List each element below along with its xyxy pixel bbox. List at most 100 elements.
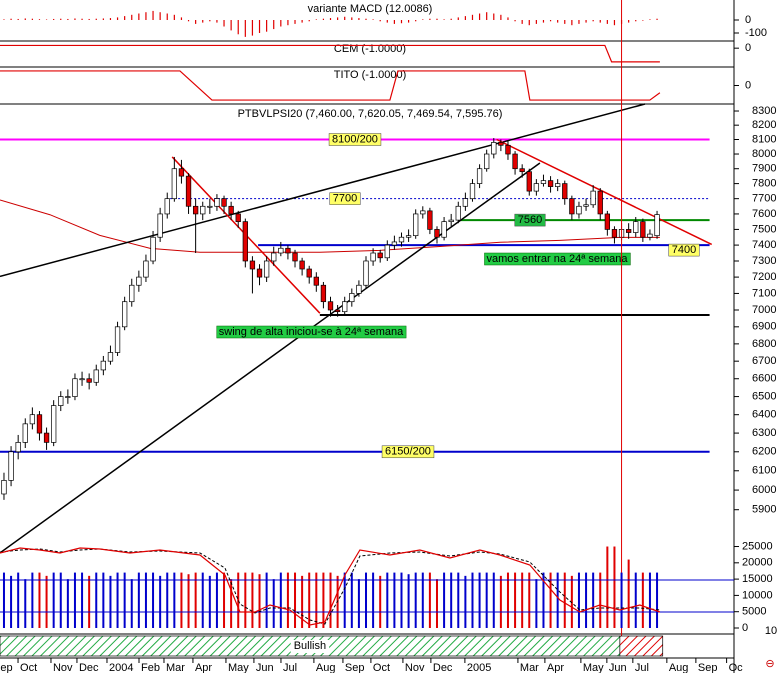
x-tick-label: Jun [609, 662, 627, 673]
macd-bar [528, 20, 530, 26]
level-label: 7700 [333, 193, 357, 205]
y-tick-label: 0 [745, 79, 751, 91]
candle-body [136, 276, 142, 286]
macd-bar [535, 20, 537, 24]
macd-bar [216, 20, 218, 23]
macd-bar [209, 20, 211, 22]
macd-bar [628, 20, 630, 23]
x-tick-label: Jul [283, 662, 297, 673]
volume-bar [81, 572, 84, 628]
volume-bar [116, 572, 119, 628]
trendline [0, 162, 541, 554]
candle-body [555, 183, 561, 187]
volume-bar [535, 579, 538, 628]
candle-body [292, 252, 298, 262]
volume-bar [485, 572, 488, 628]
macd-bar [258, 20, 261, 33]
volume-bar [641, 572, 644, 628]
candle-body [36, 414, 43, 434]
candle-body [626, 229, 632, 233]
y-tick-label: 5000 [742, 606, 766, 618]
panel-title: CEM (-1.0000) [334, 43, 406, 55]
volume-bar [10, 575, 13, 628]
volume-bar [45, 575, 48, 628]
macd-bar [486, 12, 488, 20]
volume-bar [656, 572, 659, 628]
macd-bar [195, 20, 197, 24]
panel-title: variante MACD (12.0086) [308, 3, 433, 15]
candle-body [15, 442, 21, 453]
volume-bar [585, 572, 588, 628]
level-label: 7400 [672, 244, 696, 256]
volume-bar [95, 572, 98, 628]
volume-bar [73, 572, 76, 628]
volume-bar [372, 572, 375, 628]
x-tick-label: Aug [669, 662, 689, 673]
candle-body [505, 144, 511, 155]
macd-bar [407, 20, 410, 23]
volume-bar [315, 572, 318, 628]
candle-body [469, 183, 476, 200]
y-tick-label: 5900 [752, 504, 776, 516]
x-tick-label: Feb [141, 662, 160, 673]
candle-body [79, 378, 85, 381]
candle-body [171, 168, 177, 200]
macd-bar [549, 20, 552, 22]
scale-label: 10 [765, 625, 777, 637]
candle-body [327, 301, 334, 311]
candle-body [306, 268, 312, 278]
volume-bar [173, 572, 176, 628]
volume-bar [215, 572, 218, 628]
volume-bar [308, 572, 311, 628]
candle-body [590, 190, 596, 206]
x-tick-label: Sep [0, 662, 13, 673]
candle-body [604, 213, 611, 230]
macd-bar [478, 13, 481, 20]
macd-bar [280, 20, 282, 27]
y-tick-label: 7500 [752, 223, 776, 235]
candle-body [242, 221, 248, 262]
level-label-box [329, 192, 361, 205]
volume-bar [634, 572, 637, 628]
volume-bar [357, 579, 360, 628]
y-tick-label: 10000 [742, 589, 773, 601]
volume-bar [421, 572, 424, 628]
candle-body [107, 352, 114, 362]
y-tick-label: 15000 [742, 573, 773, 585]
y-tick-label: 6100 [752, 465, 776, 477]
macd-bar [38, 19, 41, 20]
signal-segment [619, 635, 664, 657]
volume-bar [194, 572, 197, 628]
macd-bar [180, 17, 183, 20]
candle-body [583, 204, 589, 207]
volume-bar [577, 572, 580, 628]
macd-bar [294, 20, 296, 24]
y-tick-label: 7000 [752, 304, 776, 316]
volume-bar [478, 572, 481, 628]
candle-body [249, 260, 256, 270]
candle-body [498, 142, 504, 146]
trendline [496, 138, 713, 246]
candle-body [462, 198, 469, 207]
volume-bar [24, 579, 27, 628]
macd-bar [301, 20, 303, 23]
candle-body [51, 405, 57, 443]
volume-bar [400, 572, 403, 628]
level-label: 7560 [518, 214, 542, 226]
macd-bar [351, 17, 353, 20]
x-tick-label: Oct [20, 662, 37, 673]
volume-bar [294, 572, 297, 628]
y-tick-label: 6900 [752, 321, 776, 333]
macd-bar [31, 18, 33, 20]
volume-bar [620, 572, 623, 628]
y-tick-label: -100 [745, 27, 767, 39]
level-label-box [514, 213, 546, 227]
volume-bar [492, 572, 495, 628]
x-tick-label: Oc [729, 662, 744, 673]
macd-bar [457, 17, 459, 20]
volume-bar [109, 575, 112, 628]
volume-bar [2, 572, 5, 628]
x-tick-label: Dec [79, 662, 99, 673]
volume-bar [514, 572, 517, 628]
